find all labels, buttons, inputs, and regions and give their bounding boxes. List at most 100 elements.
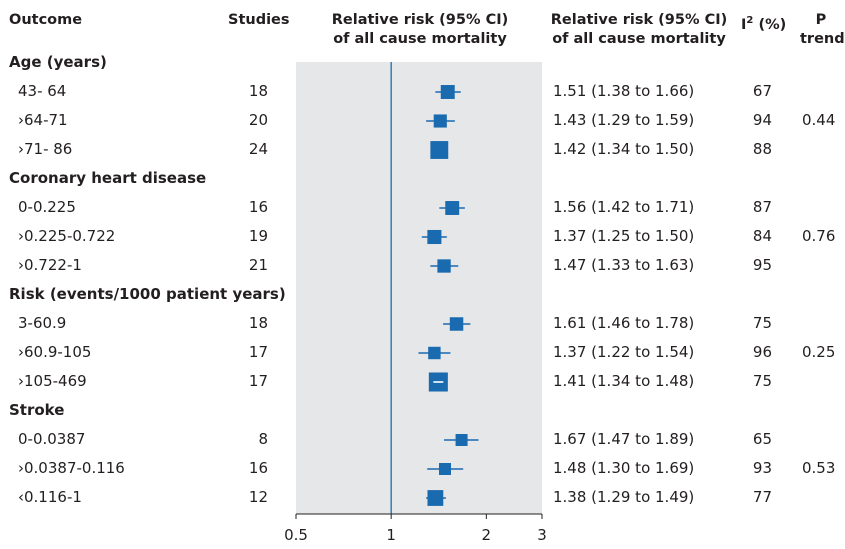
- header-relative-risk-plot: Relative risk (95% CI) of all cause mort…: [300, 11, 540, 49]
- section-heading-row: Risk (events/1000 patient years): [0, 280, 845, 309]
- row-studies: 21: [248, 256, 268, 274]
- header-p-trend-line1: P: [815, 12, 827, 28]
- row-i-squared: 75: [752, 314, 772, 332]
- row-studies: 18: [248, 82, 268, 100]
- header-relative-risk-plot-line2: of all cause mortality: [333, 31, 507, 47]
- row-studies: 19: [248, 227, 268, 245]
- table-row: 0-0.225 16 1.56 (1.42 to 1.71) 87: [0, 193, 845, 222]
- point-estimate-marker: [430, 141, 449, 159]
- row-i-squared: 95: [752, 256, 772, 274]
- section-title: Stroke: [9, 401, 65, 419]
- row-relative-risk: 1.56 (1.42 to 1.71): [553, 198, 695, 216]
- row-studies: 12: [248, 488, 268, 506]
- row-label: ›0.722-1: [18, 256, 82, 274]
- row-p-trend: 0.25: [802, 343, 836, 361]
- table-row: 43- 64 18 1.51 (1.38 to 1.66) 67: [0, 77, 845, 106]
- row-i-squared: 65: [752, 430, 772, 448]
- section-title: Age (years): [9, 53, 107, 71]
- row-label: 0-0.0387: [18, 430, 86, 448]
- row-relative-risk: 1.67 (1.47 to 1.89): [553, 430, 695, 448]
- table-row: ›0.722-1 21 1.47 (1.33 to 1.63) 95: [0, 251, 845, 280]
- section-title: Risk (events/1000 patient years): [9, 285, 286, 303]
- point-estimate-marker: [428, 346, 441, 360]
- row-i-squared: 93: [752, 459, 772, 477]
- header-p-trend: P trend: [800, 11, 845, 49]
- row-relative-risk: 1.47 (1.33 to 1.63): [553, 256, 695, 274]
- table-row: 3-60.9 18 1.61 (1.46 to 1.78) 75: [0, 309, 845, 338]
- row-label: ›0.225-0.722: [18, 227, 116, 245]
- table-row: 0-0.0387 8 1.67 (1.47 to 1.89) 65: [0, 425, 845, 454]
- row-label: ›64-71: [18, 111, 68, 129]
- row-label: 3-60.9: [18, 314, 67, 332]
- row-i-squared: 77: [752, 488, 772, 506]
- row-p-trend: 0.53: [802, 459, 836, 477]
- table-row: ›0.225-0.722 19 1.37 (1.25 to 1.50) 84 0…: [0, 222, 845, 251]
- row-relative-risk: 1.37 (1.25 to 1.50): [553, 227, 695, 245]
- x-tick-label: 2: [482, 526, 492, 544]
- header-relative-risk-plot-line1: Relative risk (95% CI): [331, 12, 509, 28]
- section-heading-row: Stroke: [0, 396, 845, 425]
- table-row: ›64-71 20 1.43 (1.29 to 1.59) 94 0.44: [0, 106, 845, 135]
- x-tick-label: 1: [386, 526, 396, 544]
- table-row: ‹0.116-1 12 1.38 (1.29 to 1.49) 77: [0, 483, 845, 512]
- row-label: ‹0.116-1: [18, 488, 82, 506]
- header-studies: Studies: [228, 12, 290, 28]
- row-studies: 20: [248, 111, 268, 129]
- row-studies: 8: [258, 430, 268, 448]
- row-i-squared: 67: [752, 82, 772, 100]
- table-row: ›0.0387-0.116 16 1.48 (1.30 to 1.69) 93 …: [0, 454, 845, 483]
- row-i-squared: 94: [752, 111, 772, 129]
- row-studies: 24: [248, 140, 268, 158]
- row-label: ›0.0387-0.116: [18, 459, 125, 477]
- row-relative-risk: 1.48 (1.30 to 1.69): [553, 459, 695, 477]
- row-i-squared: 87: [752, 198, 772, 216]
- row-i-squared: 84: [752, 227, 772, 245]
- row-label: 0-0.225: [18, 198, 76, 216]
- header-i-squared-sup: 2: [746, 15, 754, 26]
- point-estimate-marker: [455, 434, 468, 446]
- section-heading-row: Age (years): [0, 48, 845, 77]
- row-relative-risk: 1.41 (1.34 to 1.48): [553, 372, 695, 390]
- header-relative-risk-text-line2: of all cause mortality: [552, 31, 726, 47]
- row-i-squared: 96: [752, 343, 772, 361]
- header-i-squared-unit: (%): [758, 16, 787, 33]
- row-relative-risk: 1.37 (1.22 to 1.54): [553, 343, 695, 361]
- table-row: ›71- 86 24 1.42 (1.34 to 1.50) 88: [0, 135, 845, 164]
- section-heading-row: Coronary heart disease: [0, 164, 845, 193]
- point-estimate-marker: [449, 317, 464, 331]
- row-relative-risk: 1.38 (1.29 to 1.49): [553, 488, 695, 506]
- x-tick-label: 3: [537, 526, 547, 544]
- row-relative-risk: 1.61 (1.46 to 1.78): [553, 314, 695, 332]
- point-estimate-marker: [438, 463, 451, 475]
- header-p-trend-line2: trend: [800, 31, 845, 47]
- row-relative-risk: 1.51 (1.38 to 1.66): [553, 82, 695, 100]
- row-label: 43- 64: [18, 82, 67, 100]
- point-estimate-marker: [440, 85, 455, 99]
- point-estimate-marker: [437, 259, 451, 273]
- row-i-squared: 88: [752, 140, 772, 158]
- row-studies: 16: [248, 198, 268, 216]
- point-estimate-marker: [427, 490, 444, 506]
- header-relative-risk-text-line1: Relative risk (95% CI): [550, 12, 728, 28]
- header-i-squared: I2 (%): [741, 11, 786, 35]
- row-label: ›60.9-105: [18, 343, 92, 361]
- table-row: ›105-469 17 1.41 (1.34 to 1.48) 75: [0, 367, 845, 396]
- plot-panel-background: [296, 62, 542, 514]
- row-relative-risk: 1.43 (1.29 to 1.59): [553, 111, 695, 129]
- row-label: ›105-469: [18, 372, 87, 390]
- row-i-squared: 75: [752, 372, 772, 390]
- row-relative-risk: 1.42 (1.34 to 1.50): [553, 140, 695, 158]
- header-i-squared-base: I: [741, 16, 747, 33]
- row-studies: 18: [248, 314, 268, 332]
- row-label: ›71- 86: [18, 140, 73, 158]
- point-estimate-marker: [433, 114, 447, 128]
- row-studies: 17: [248, 372, 268, 390]
- row-studies: 16: [248, 459, 268, 477]
- point-estimate-marker: [445, 201, 460, 215]
- point-estimate-marker: [427, 229, 442, 245]
- section-title: Coronary heart disease: [9, 169, 207, 187]
- table-row: ›60.9-105 17 1.37 (1.22 to 1.54) 96 0.25: [0, 338, 845, 367]
- x-tick-label: 0.5: [284, 526, 308, 544]
- row-studies: 17: [248, 343, 268, 361]
- row-p-trend: 0.44: [802, 111, 836, 129]
